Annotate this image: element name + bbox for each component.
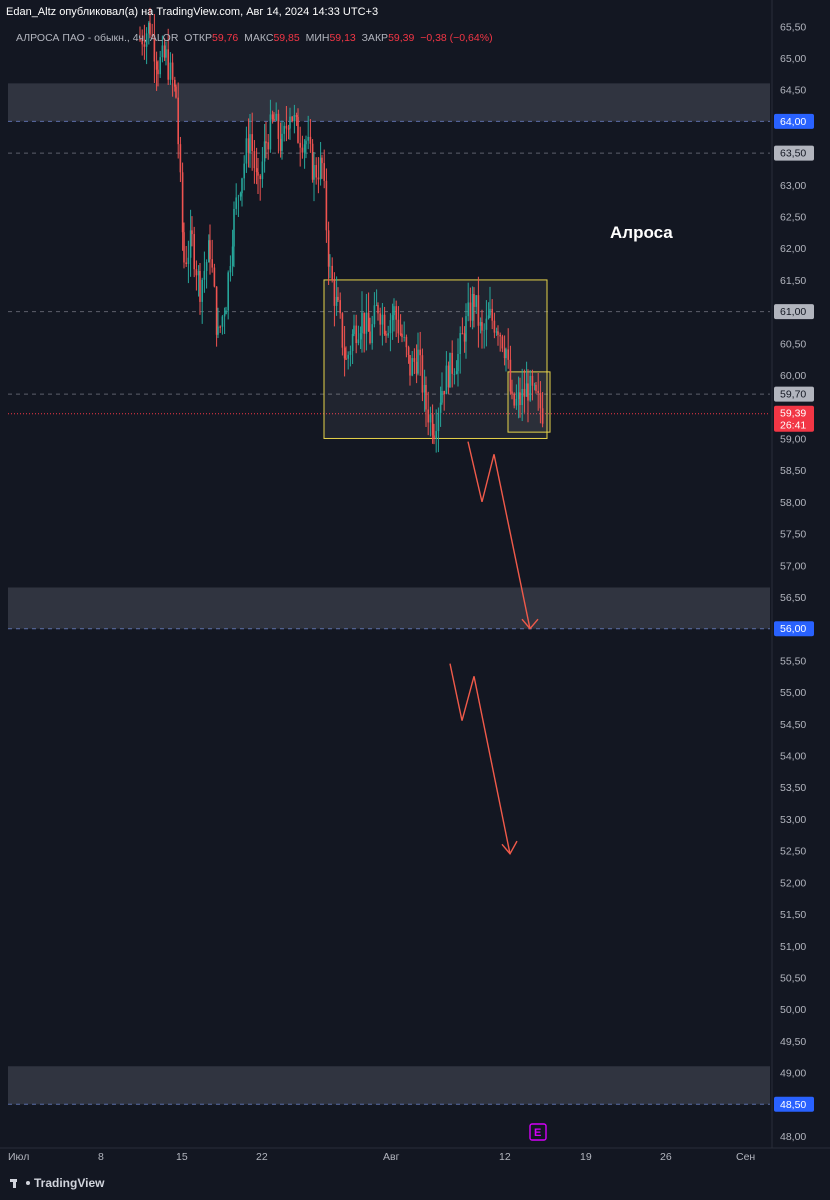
support-zone-1 — [8, 587, 770, 629]
price-tag-label: 61,00 — [780, 306, 806, 318]
y-tick-label: 54,50 — [780, 719, 806, 731]
x-tick-label: Сен — [736, 1151, 755, 1163]
price-tag-bg — [774, 405, 814, 432]
x-tick-label: 15 — [176, 1151, 188, 1163]
forecast-arrow-2 — [449, 663, 511, 854]
y-tick-label: 57,50 — [780, 529, 806, 541]
price-tag-bg — [774, 621, 814, 637]
y-tick-label: 64,50 — [780, 85, 806, 97]
y-tick-label: 63,00 — [780, 180, 806, 192]
price-tag-label: 56,00 — [780, 623, 806, 635]
price-tag-label: 59,39 — [780, 408, 806, 420]
y-tick-label: 57,00 — [780, 560, 806, 572]
y-tick-label: 52,50 — [780, 846, 806, 858]
y-tick-label: 49,00 — [780, 1068, 806, 1080]
tradingview-icon — [10, 1178, 24, 1188]
price-tag-bg — [774, 113, 814, 129]
symbol-name: АЛРОСА ПАО - обыкн., 4ч, ALOR — [16, 32, 179, 44]
x-tick-label: 12 — [499, 1151, 511, 1163]
y-tick-label: 60,50 — [780, 338, 806, 350]
forecast-arrow-1 — [467, 441, 531, 629]
candles — [139, 7, 544, 453]
y-tick-label: 54,00 — [780, 751, 806, 763]
support-zone-0 — [8, 83, 770, 122]
price-tag-bg — [774, 145, 814, 161]
forecast-arrow-2-head — [501, 840, 518, 856]
y-tick-label: 59,00 — [780, 433, 806, 445]
y-tick-label: 56,50 — [780, 592, 806, 604]
y-tick-label: 53,00 — [780, 814, 806, 826]
publisher-line: Edan_Altz опубликовал(а) на TradingView.… — [6, 6, 379, 18]
earnings-marker-label: E — [534, 1127, 541, 1139]
x-tick-label: Авг — [383, 1151, 400, 1163]
price-tag-label: 63,50 — [780, 148, 806, 160]
chart-title: Алроса — [610, 223, 673, 242]
x-tick-label: Июл — [8, 1151, 29, 1163]
y-tick-label: 49,50 — [780, 1036, 806, 1048]
price-tag-label: 59,70 — [780, 389, 806, 401]
y-tick-label: 62,00 — [780, 243, 806, 255]
price-tag-bg — [774, 1096, 814, 1112]
x-tick-label: 8 — [98, 1151, 104, 1163]
y-tick-label: 65,50 — [780, 21, 806, 33]
consolidation-box — [323, 279, 548, 439]
y-tick-label: 61,50 — [780, 275, 806, 287]
y-tick-label: 50,00 — [780, 1004, 806, 1016]
tradingview-logo[interactable]: TradingView — [10, 1176, 104, 1190]
x-tick-label: 19 — [580, 1151, 592, 1163]
high-value: 59,85 — [273, 32, 300, 44]
y-tick-label: 55,50 — [780, 655, 806, 667]
price-tag-bg — [774, 304, 814, 320]
y-tick-label: 53,50 — [780, 782, 806, 794]
y-tick-label: 60,00 — [780, 370, 806, 382]
price-tag-countdown: 26:41 — [780, 420, 806, 432]
y-tick-label: 58,00 — [780, 497, 806, 509]
chart-header: Edan_Altz опубликовал(а) на TradingView.… — [0, 0, 830, 44]
x-tick-label: 26 — [660, 1151, 672, 1163]
low-value: 59,13 — [329, 32, 356, 44]
y-tick-label: 48,00 — [780, 1131, 806, 1143]
symbol-ohlc-line: АЛРОСА ПАО - обыкн., 4ч, ALOR ОТКР59,76 … — [16, 32, 493, 44]
close-value: 59,39 — [388, 32, 415, 44]
earnings-marker-icon — [529, 1123, 547, 1141]
x-tick-label: 22 — [256, 1151, 268, 1163]
y-tick-label: 65,00 — [780, 53, 806, 65]
open-value: 59,76 — [211, 32, 239, 44]
forecast-arrow-1-head — [521, 618, 539, 630]
y-tick-label: 62,50 — [780, 212, 806, 224]
support-zone-2 — [8, 1066, 770, 1105]
change-value: −0,38 (−0,64%) — [420, 32, 493, 44]
y-tick-label: 55,00 — [780, 687, 806, 699]
y-tick-label: 52,00 — [780, 877, 806, 889]
price-tag-bg — [774, 386, 814, 402]
price-tag-label: 64,00 — [780, 116, 806, 128]
y-tick-label: 51,00 — [780, 941, 806, 953]
y-tick-label: 58,50 — [780, 465, 806, 477]
y-tick-label: 51,50 — [780, 909, 806, 921]
y-tick-label: 50,50 — [780, 972, 806, 984]
price-tag-label: 48,50 — [780, 1099, 806, 1111]
